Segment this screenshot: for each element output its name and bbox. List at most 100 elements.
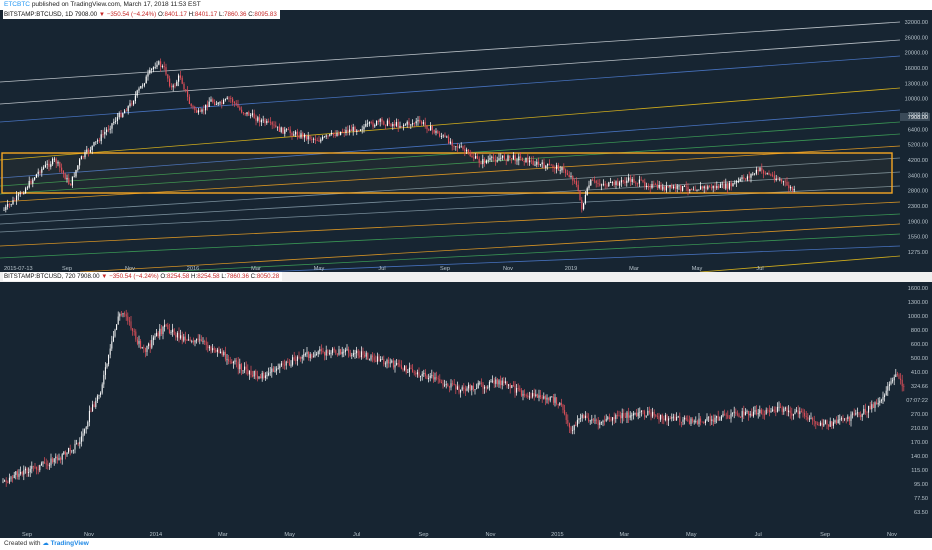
candle: [421, 373, 423, 377]
candle: [716, 186, 718, 189]
candle: [705, 186, 707, 189]
candle: [194, 106, 196, 111]
candle: [662, 186, 664, 190]
candle: [749, 413, 751, 416]
pane-separator[interactable]: [0, 272, 932, 282]
candle: [730, 183, 732, 187]
candle: [770, 174, 772, 176]
candle: [556, 397, 558, 405]
candle: [333, 348, 335, 351]
daily-chart-canvas[interactable]: 7908.00 32000.00 26000.00 20000.00 16000.00 1…: [0, 10, 932, 272]
candle: [138, 341, 140, 344]
candle: [219, 102, 221, 104]
candle: [424, 372, 426, 376]
candle: [550, 164, 552, 166]
candle: [136, 90, 138, 96]
candle: [604, 420, 606, 422]
candle: [656, 415, 658, 417]
candle: [104, 367, 106, 375]
candle: [5, 206, 7, 210]
candle: [322, 136, 324, 140]
candle: [15, 471, 17, 475]
intraday-chart-pane[interactable]: 1600.00 1300.00 1000.00 800.00 600.00 500.00 4…: [0, 282, 932, 538]
candle: [756, 410, 758, 415]
candle: [842, 418, 844, 420]
candle: [605, 418, 607, 421]
y-axis-tick: 1550.00: [908, 235, 928, 241]
author-link[interactable]: ETCBTC: [4, 1, 30, 8]
candle: [816, 424, 818, 425]
y-axis-tick: 13000.00: [905, 81, 928, 87]
candle: [185, 89, 187, 91]
candle: [888, 384, 890, 387]
candle: [84, 429, 86, 434]
candle: [717, 416, 719, 421]
candle: [750, 173, 752, 178]
candle: [649, 187, 651, 189]
candle: [783, 408, 785, 412]
candle: [156, 64, 158, 68]
candle: [519, 388, 521, 391]
candle: [356, 350, 358, 354]
legend-symbol[interactable]: BITSTAMP:BTCUSD, 720: [4, 273, 76, 280]
candle: [375, 360, 377, 362]
candle: [525, 395, 527, 397]
candle: [629, 177, 631, 182]
candle: [50, 458, 52, 466]
candle: [124, 110, 126, 114]
candle: [608, 182, 610, 187]
candle: [720, 416, 722, 420]
candle: [631, 415, 633, 417]
candle: [346, 349, 348, 351]
candle: [143, 347, 145, 348]
candle: [420, 376, 422, 377]
tradingview-brand[interactable]: TradingView: [50, 540, 89, 547]
candle: [540, 395, 542, 397]
candle: [149, 69, 151, 74]
candle: [567, 419, 569, 424]
candle: [884, 395, 886, 398]
candle: [331, 132, 333, 135]
candle: [40, 463, 42, 466]
candle: [365, 352, 367, 357]
candle: [302, 133, 304, 138]
candle: [711, 419, 713, 421]
x-axis-tick: 2015: [551, 532, 563, 538]
candle: [151, 69, 153, 70]
candle: [259, 117, 261, 123]
candle: [592, 179, 594, 181]
candle: [277, 368, 279, 370]
candle: [385, 124, 387, 126]
legend-last: 7908.00: [74, 11, 98, 18]
y-axis-tick: 2800.00: [908, 189, 928, 195]
tradingview-logo-icon[interactable]: ☁: [42, 540, 49, 547]
intraday-chart-canvas[interactable]: 1600.00 1300.00 1000.00 800.00 600.00 500.00 4…: [0, 282, 932, 538]
candle: [304, 134, 306, 138]
candle: [410, 124, 412, 126]
candle: [431, 125, 433, 130]
candle: [453, 383, 455, 385]
candle: [444, 135, 446, 137]
candle: [340, 349, 342, 355]
candle: [61, 167, 63, 171]
x-axis-tick: Sep: [22, 532, 32, 538]
candle: [751, 413, 753, 417]
candle: [570, 176, 572, 177]
y-axis-tick: 26000.00: [905, 35, 928, 41]
legend-symbol[interactable]: BITSTAMP:BTCUSD, 1D: [4, 11, 73, 18]
candle: [647, 410, 649, 416]
candle: [778, 406, 780, 408]
legend-low: 7860.36: [226, 273, 249, 280]
candle: [378, 356, 380, 362]
candle: [613, 182, 615, 185]
trend-channel-line: [0, 157, 901, 216]
trend-channel-line: [259, 245, 901, 272]
daily-chart-pane[interactable]: 7908.00 32000.00 26000.00 20000.00 16000.00 1…: [0, 10, 932, 272]
candle: [719, 184, 721, 188]
candle: [549, 396, 551, 401]
price-tag-bg: [900, 113, 930, 121]
candle: [210, 346, 212, 351]
candle: [370, 355, 372, 360]
candle: [296, 131, 298, 136]
candle: [351, 355, 353, 357]
